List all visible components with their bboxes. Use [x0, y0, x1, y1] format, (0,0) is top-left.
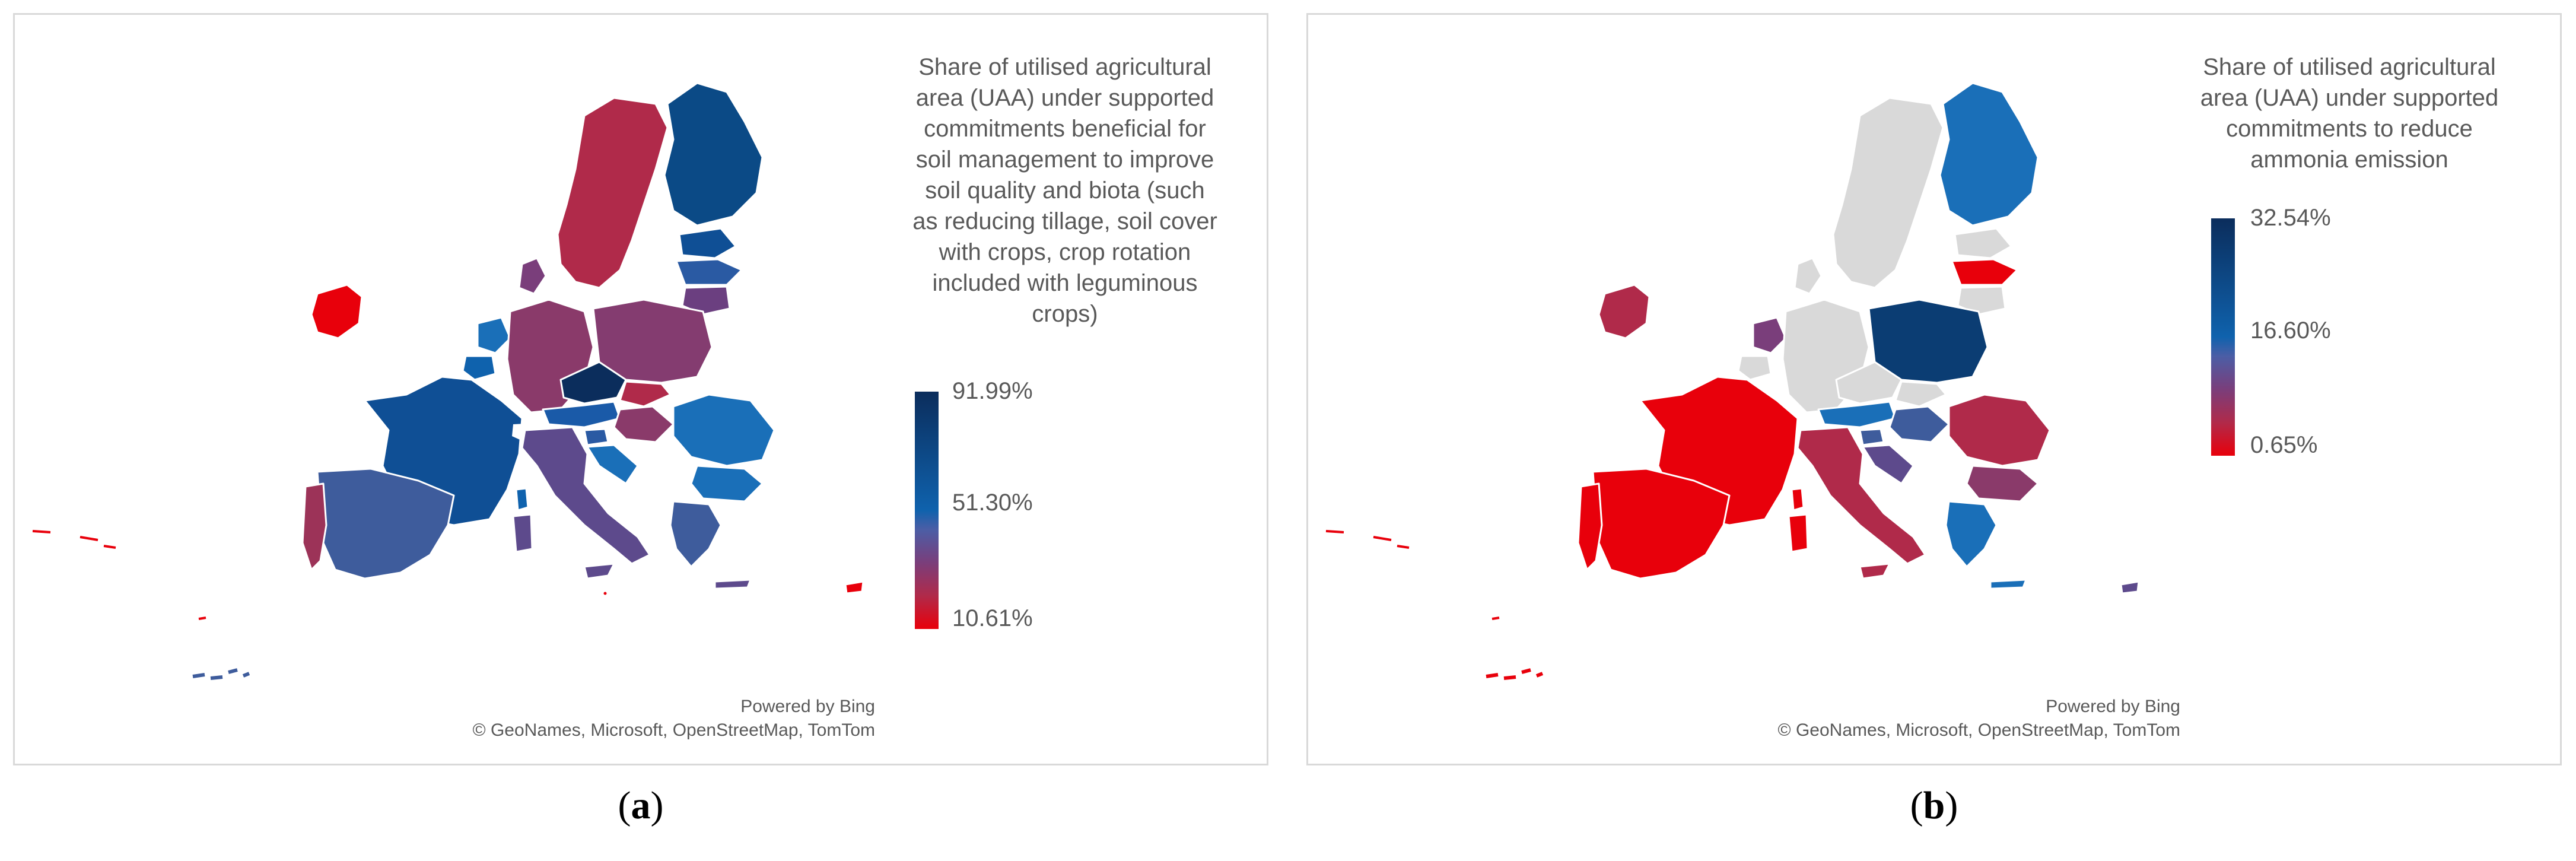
region-canary — [1486, 668, 1544, 680]
legend-min-label: 0.65% — [2250, 432, 2318, 458]
region-hungary — [1888, 405, 1950, 443]
legend-max-label: 32.54% — [2250, 205, 2331, 231]
copyright-label: © GeoNames, Microsoft, OpenStreetMap, To… — [472, 720, 875, 740]
region-croatia — [1862, 444, 1914, 485]
region-azores — [32, 530, 116, 549]
region-denmark — [1793, 257, 1823, 295]
region-crete — [714, 579, 752, 590]
region-latvia — [1951, 258, 2018, 286]
powered-by-label: Powered by Bing — [2046, 697, 2180, 716]
region-ireland — [1598, 284, 1650, 339]
region-sicily — [583, 563, 615, 580]
region-madeira — [1491, 617, 1500, 620]
region-czechia — [1835, 361, 1903, 405]
region-crete — [1989, 579, 2027, 590]
region-netherlands — [476, 316, 511, 354]
region-croatia — [586, 444, 639, 485]
region-finland — [1939, 82, 2039, 227]
region-latvia — [675, 258, 743, 286]
region-slovakia — [1894, 380, 1947, 408]
map-attribution: Powered by Bing © GeoNames, Microsoft, O… — [473, 695, 875, 742]
region-slovakia — [619, 380, 672, 408]
legend-min-label: 10.61% — [952, 605, 1033, 631]
caption-a: (a) — [618, 784, 664, 827]
legend-mid-label: 51.30% — [952, 490, 1033, 516]
region-netherlands — [1752, 316, 1787, 354]
region-bulgaria — [1966, 465, 2039, 503]
region-romania — [672, 393, 775, 467]
region-italy — [1796, 426, 1926, 565]
legend-max-label: 91.99% — [952, 378, 1033, 404]
copyright-label: © GeoNames, Microsoft, OpenStreetMap, To… — [1777, 720, 2180, 740]
region-sardinia — [512, 513, 533, 553]
region-madeira — [198, 617, 206, 620]
caption-letter: a — [631, 784, 651, 827]
region-portugal — [1577, 482, 1603, 571]
region-estonia — [678, 227, 737, 259]
caption-letter: b — [1923, 784, 1945, 827]
region-lithuania — [681, 285, 731, 316]
region-sweden — [556, 97, 669, 289]
region-hungary — [613, 405, 675, 443]
region-sardinia — [1788, 513, 1809, 553]
region-belgium — [1737, 355, 1772, 381]
choropleth-map-a — [32, 82, 864, 680]
legend-title: Share of utilised agricultural area (UAA… — [2200, 54, 2499, 173]
region-lithuania — [1957, 285, 2006, 316]
region-bulgaria — [690, 465, 764, 503]
region-belgium — [462, 355, 497, 381]
region-finland — [663, 82, 764, 227]
region-corsica — [515, 487, 529, 511]
region-azores — [1325, 530, 1410, 549]
map-panel-a: Share of utilised agricultural area (UAA… — [13, 13, 1268, 765]
legend-title: Share of utilised agricultural area (UAA… — [912, 54, 1217, 327]
map-attribution: Powered by Bing © GeoNames, Microsoft, O… — [1778, 695, 2180, 742]
region-czechia — [559, 361, 627, 405]
region-ireland — [310, 284, 363, 339]
region-greece — [1945, 500, 1998, 568]
region-malta — [602, 590, 609, 597]
region-sicily — [1859, 563, 1891, 580]
region-denmark — [518, 257, 547, 295]
region-slovenia — [1859, 428, 1885, 446]
legend-mid-label: 16.60% — [2250, 317, 2331, 344]
region-corsica — [1791, 487, 1805, 511]
legend-color-scale — [915, 392, 939, 629]
region-canary — [192, 668, 250, 680]
region-italy — [521, 426, 651, 565]
region-romania — [1948, 393, 2051, 467]
caption-b: (b) — [1910, 784, 1958, 827]
legend-color-scale — [2211, 218, 2235, 456]
region-cyprus — [2120, 580, 2140, 595]
region-portugal — [301, 482, 327, 571]
choropleth-map-b — [1325, 82, 2140, 680]
map-panel-b: Share of utilised agricultural area (UAA… — [1306, 13, 2562, 765]
region-sweden — [1832, 97, 1944, 289]
region-cyprus — [844, 580, 864, 595]
region-slovenia — [583, 428, 609, 446]
powered-by-label: Powered by Bing — [740, 697, 875, 716]
region-greece — [669, 500, 722, 568]
region-estonia — [1954, 227, 2012, 259]
